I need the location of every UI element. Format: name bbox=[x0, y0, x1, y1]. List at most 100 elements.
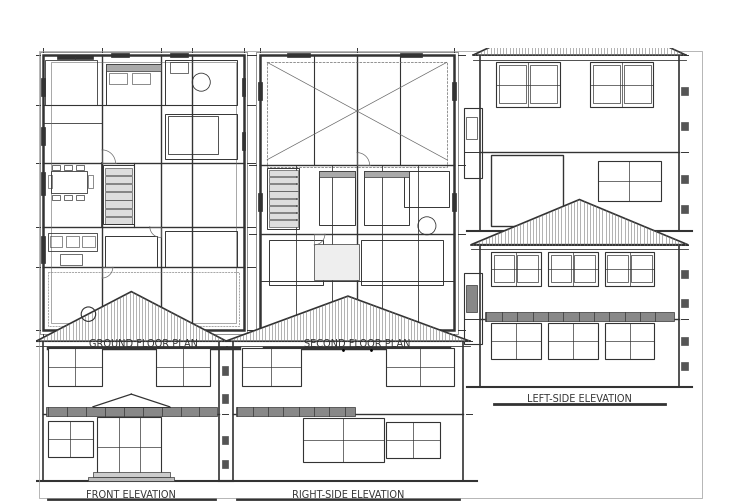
Bar bbox=[242, 133, 245, 151]
Bar bbox=[574, 255, 595, 282]
Bar bbox=[88, 176, 93, 188]
Bar bbox=[480, 56, 679, 231]
Bar bbox=[233, 342, 463, 481]
Text: REAR ELEVATION: REAR ELEVATION bbox=[538, 0, 621, 3]
Bar bbox=[48, 349, 102, 387]
Bar bbox=[491, 324, 541, 360]
Bar bbox=[75, 56, 93, 60]
Bar bbox=[103, 166, 134, 224]
Bar bbox=[466, 285, 476, 312]
Bar bbox=[156, 349, 210, 387]
Bar bbox=[66, 236, 79, 248]
Text: FRONT ELEVATION: FRONT ELEVATION bbox=[87, 489, 176, 499]
Bar bbox=[452, 83, 456, 101]
Polygon shape bbox=[473, 7, 686, 56]
Bar bbox=[491, 253, 541, 287]
Bar bbox=[269, 185, 298, 191]
Bar bbox=[386, 349, 454, 387]
Bar bbox=[104, 185, 132, 192]
Bar bbox=[104, 209, 132, 216]
Bar bbox=[269, 213, 298, 220]
Bar bbox=[104, 177, 132, 184]
Bar bbox=[53, 195, 61, 200]
Bar bbox=[48, 272, 239, 326]
Bar bbox=[386, 422, 440, 458]
Bar bbox=[682, 123, 688, 131]
Bar bbox=[165, 61, 237, 106]
Bar bbox=[45, 61, 98, 106]
Bar bbox=[170, 54, 187, 58]
Bar bbox=[269, 199, 298, 205]
Bar bbox=[287, 54, 310, 58]
Bar bbox=[682, 362, 688, 370]
Bar bbox=[364, 171, 409, 178]
Bar bbox=[41, 236, 45, 263]
Bar bbox=[494, 255, 514, 282]
Bar bbox=[76, 195, 84, 200]
Bar bbox=[109, 74, 127, 85]
Bar bbox=[624, 66, 651, 104]
Bar bbox=[319, 171, 355, 178]
Bar bbox=[170, 63, 187, 74]
Bar bbox=[269, 178, 298, 184]
Bar bbox=[682, 88, 688, 96]
Bar bbox=[682, 175, 688, 183]
Bar bbox=[269, 206, 298, 213]
Bar bbox=[50, 171, 87, 194]
Bar bbox=[46, 407, 216, 416]
Bar bbox=[480, 245, 679, 387]
Bar bbox=[40, 53, 247, 334]
Bar bbox=[268, 169, 299, 230]
Bar bbox=[98, 417, 161, 477]
Bar bbox=[405, 171, 450, 207]
Bar bbox=[48, 421, 93, 457]
Bar bbox=[452, 193, 456, 211]
Bar bbox=[258, 193, 262, 211]
Polygon shape bbox=[36, 292, 227, 342]
Bar bbox=[82, 236, 95, 248]
Bar bbox=[682, 299, 688, 307]
Polygon shape bbox=[225, 297, 471, 342]
Bar bbox=[466, 117, 476, 140]
Text: RIGHT-SIDE ELEVATION: RIGHT-SIDE ELEVATION bbox=[292, 489, 404, 499]
Bar bbox=[64, 166, 72, 170]
Bar bbox=[104, 201, 132, 208]
Bar bbox=[222, 395, 228, 403]
Bar bbox=[104, 217, 132, 224]
Bar bbox=[256, 53, 458, 334]
Bar bbox=[50, 63, 236, 324]
Bar bbox=[41, 128, 45, 146]
Bar bbox=[269, 192, 298, 198]
Bar bbox=[597, 161, 661, 202]
Bar bbox=[269, 170, 298, 177]
Bar bbox=[682, 271, 688, 279]
Bar bbox=[364, 171, 409, 225]
Bar bbox=[222, 436, 228, 444]
Bar bbox=[242, 79, 245, 97]
Bar bbox=[314, 244, 359, 281]
Bar bbox=[548, 324, 597, 360]
Bar bbox=[57, 56, 75, 60]
Bar bbox=[48, 233, 98, 252]
Bar bbox=[222, 460, 228, 468]
Bar bbox=[43, 342, 219, 481]
Bar bbox=[107, 65, 161, 72]
Bar bbox=[608, 255, 628, 282]
Bar bbox=[682, 205, 688, 213]
Bar bbox=[400, 54, 422, 58]
Bar bbox=[631, 255, 651, 282]
Bar bbox=[93, 472, 170, 476]
Bar bbox=[48, 176, 53, 188]
Bar bbox=[517, 255, 538, 282]
Bar bbox=[165, 115, 237, 160]
Bar bbox=[107, 65, 161, 106]
Bar bbox=[605, 324, 654, 360]
Bar bbox=[464, 109, 482, 179]
Bar bbox=[41, 79, 45, 97]
Bar bbox=[43, 56, 244, 331]
Bar bbox=[362, 240, 442, 285]
Bar bbox=[591, 63, 654, 108]
Text: SECOND FLOOR PLAN: SECOND FLOOR PLAN bbox=[304, 338, 411, 348]
Bar bbox=[242, 349, 301, 387]
Bar bbox=[104, 193, 132, 200]
